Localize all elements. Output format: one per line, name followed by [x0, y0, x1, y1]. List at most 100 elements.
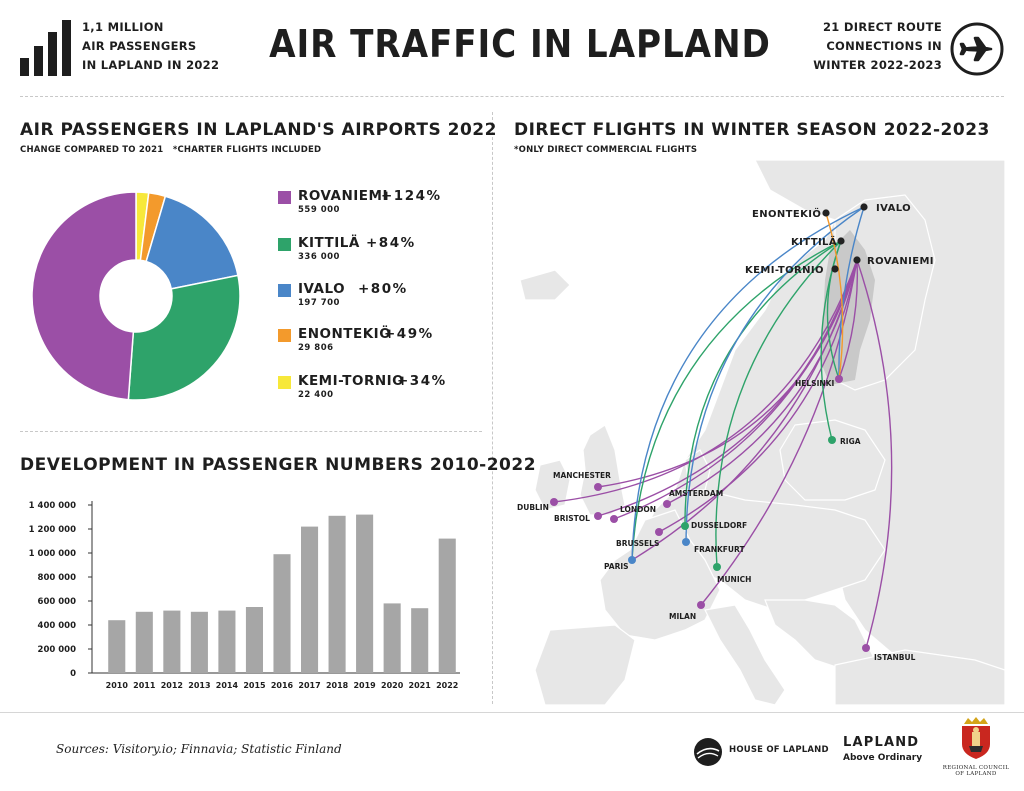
route-ivalo-helsinki [838, 206, 865, 380]
legend-swatch [278, 284, 291, 297]
sources-text: Sources: Visitory.io; Finnavia; Statisti… [56, 742, 342, 756]
passenger-stat-line1: 1,1 MILLION [82, 20, 164, 34]
x-tick-label: 2022 [436, 681, 458, 690]
dest-label-paris: PARIS [604, 562, 629, 571]
origin-label-kittilä: KITTILÄ [791, 234, 837, 248]
dest-point-milan [697, 601, 705, 609]
passenger-stat-line3: IN LAPLAND IN 2022 [82, 58, 220, 72]
route-enontekio-helsinki [825, 212, 844, 380]
x-tick-label: 2013 [188, 681, 210, 690]
airplane-icon [950, 22, 1004, 76]
origin-label-rovaniemi: ROVANIEMI [867, 256, 934, 267]
legend-value: 336 000 [298, 252, 340, 262]
passenger-stat-text: 1,1 MILLION AIR PASSENGERS IN LAPLAND IN… [82, 18, 219, 75]
route-stat-line3: WINTER 2022-2023 [813, 58, 942, 72]
dest-label-london: LONDON [620, 505, 656, 514]
pie-section-title: AIR PASSENGERS IN LAPLAND'S AIRPORTS 202… [20, 120, 497, 140]
x-tick-label: 2011 [133, 681, 156, 690]
dest-label-istanbul: ISTANBUL [874, 653, 916, 662]
route-ivalo-paris [631, 206, 865, 561]
legend-change: +124% [381, 188, 442, 204]
dest-label-brussels: BRUSSELS [616, 539, 659, 548]
legend-label: IVALO [298, 281, 346, 297]
destination-points: HELSINKI RIGA MANCHESTER DUBLIN BRISTOL LONDO… [517, 375, 916, 662]
dest-point-frankfurt [682, 538, 690, 546]
header-bars-icon [20, 20, 72, 76]
route-rovaniemi-istanbul [856, 259, 893, 649]
dest-point-dusseldorf [681, 522, 689, 530]
route-stat-text: 21 DIRECT ROUTE CONNECTIONS IN WINTER 20… [813, 18, 942, 75]
origin-label-kemi-tornio: KEMI-TORNIO [745, 265, 824, 276]
origin-points: ENONTEKIÖ IVALO KITTILÄ ROVANIEMI KEMI-TORNI… [745, 203, 934, 276]
house-of-lapland-logo-text: HOUSE OF LAPLAND [729, 745, 829, 755]
bar-2011 [135, 611, 153, 673]
y-tick-label: 1 000 000 [29, 549, 76, 559]
bar-2017 [301, 526, 319, 673]
x-tick-label: 2018 [326, 681, 349, 690]
dest-point-brussels [655, 528, 663, 536]
bar-2014 [218, 610, 236, 673]
route-kittila-paris [631, 240, 842, 561]
route-rovaniemi-dublin [553, 259, 858, 503]
donut-slice-rovaniemi [31, 191, 137, 401]
lapland-logo-subtitle: Above Ordinary [843, 753, 923, 763]
route-rovaniemi-paris [631, 259, 858, 561]
dest-point-bristol [594, 512, 602, 520]
bar-2022 [438, 538, 456, 673]
dest-point-riga [828, 436, 836, 444]
x-tick-label: 2020 [381, 681, 404, 690]
bar-2015 [245, 607, 263, 673]
route-stat-line2: CONNECTIONS IN [826, 39, 942, 53]
passenger-stat-line2: AIR PASSENGERS [82, 39, 197, 53]
dest-point-munich [713, 563, 721, 571]
dest-label-manchester: MANCHESTER [553, 471, 611, 480]
bar-2012 [163, 610, 181, 673]
y-tick-label: 200 000 [38, 645, 77, 655]
dest-label-bristol: BRISTOL [554, 514, 590, 523]
legend-label: ENONTEKIÖ [298, 326, 392, 342]
y-tick-label: 1 400 000 [29, 501, 76, 511]
dest-point-manchester [594, 483, 602, 491]
bar-2010 [108, 620, 126, 673]
route-kittila-munich [715, 240, 842, 568]
legend-change: +80% [358, 281, 408, 297]
dest-point-paris [628, 556, 636, 564]
x-tick-label: 2010 [106, 681, 129, 690]
y-tick-label: 800 000 [38, 573, 77, 583]
page-title: AIR TRAFFIC IN LAPLAND [269, 22, 771, 66]
pie-section-subtitle: CHANGE COMPARED TO 2021 *CHARTER FLIGHTS… [20, 145, 322, 155]
bar-chart: 0 200 000 400 000 600 000 800 000 1 000 000 1 … [29, 501, 460, 690]
dest-point-london [610, 515, 618, 523]
legend-swatch [278, 238, 291, 251]
dest-label-amsterdam: AMSTERDAM [669, 489, 723, 498]
x-tick-label: 2012 [161, 681, 183, 690]
legend-value: 22 400 [298, 390, 334, 400]
donut-slice-kittilä [127, 274, 241, 401]
dest-point-helsinki [835, 375, 843, 383]
x-tick-label: 2014 [216, 681, 239, 690]
origin-point-enontekiö [822, 209, 830, 217]
dest-label-dusseldorf: DUSSELDORF [691, 521, 747, 530]
bar-2013 [190, 611, 208, 673]
route-rovaniemi-brussels [658, 259, 858, 533]
route-rovaniemi-manchester [597, 259, 858, 488]
legend-label: KITTILÄ [298, 235, 360, 251]
y-tick-label: 400 000 [38, 621, 77, 631]
bar-section-title: DEVELOPMENT IN PASSENGER NUMBERS 2010-20… [20, 455, 537, 475]
origin-label-enontekiö: ENONTEKIÖ [752, 206, 821, 220]
bar-2016 [273, 554, 291, 673]
dest-point-amsterdam [663, 500, 671, 508]
map-landmass [519, 160, 1005, 705]
x-tick-label: 2016 [271, 681, 294, 690]
legend-swatch [278, 376, 291, 389]
dest-label-helsinki: HELSINKI [795, 379, 834, 388]
y-tick-label: 1 200 000 [29, 525, 76, 535]
house-of-lapland-logo: HOUSE OF LAPLAND [693, 737, 829, 767]
bar-2020 [383, 603, 401, 673]
legend-label: KEMI-TORNIO [298, 373, 405, 389]
bar-2021 [411, 608, 429, 673]
legend-swatch [278, 191, 291, 204]
legend-change: +49% [384, 326, 434, 342]
house-of-lapland-logo-mark [694, 738, 722, 766]
left-section-divider [20, 431, 482, 432]
